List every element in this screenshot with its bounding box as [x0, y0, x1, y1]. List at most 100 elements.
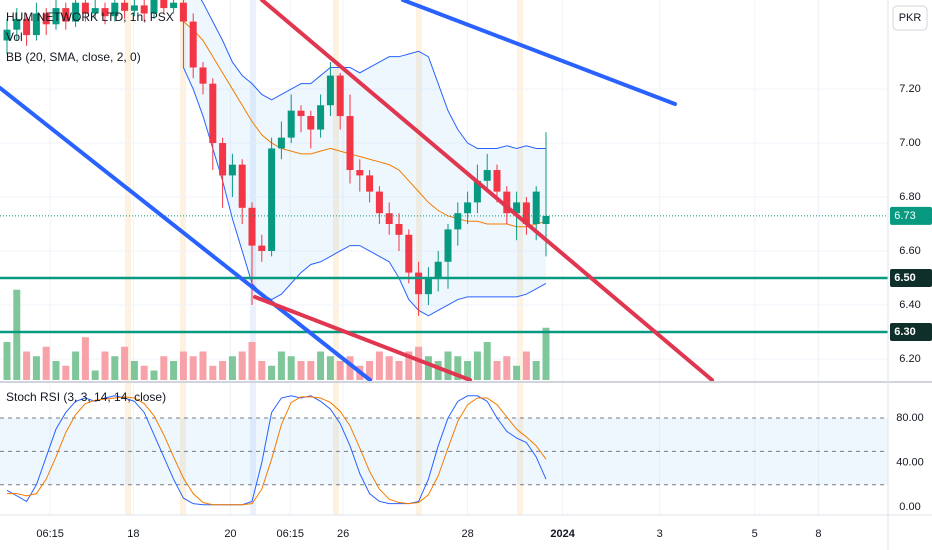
candle-body: [385, 213, 393, 225]
candle-body: [150, 0, 158, 14]
volume-bar: [503, 356, 511, 380]
session-stripes: [125, 0, 523, 515]
x-tick-label: 06:15: [36, 528, 64, 540]
stripe: [250, 0, 256, 515]
candle-body: [434, 261, 442, 278]
trend-line: [253, 295, 472, 382]
volume-bar: [483, 342, 491, 380]
candle-body: [346, 116, 354, 171]
y-tick-label: 6.40: [899, 299, 920, 311]
volume-bar: [42, 346, 50, 380]
volume-bar: [32, 356, 40, 380]
volume-bar: [189, 356, 197, 380]
volume-bar: [72, 351, 80, 380]
y-tick-label: 7.20: [899, 83, 920, 95]
candle-body: [160, 0, 168, 9]
bb-middle: [183, 21, 547, 228]
x-tick-label: 5: [752, 528, 758, 540]
volume-bar: [532, 361, 540, 380]
volume-bar: [346, 356, 354, 380]
candle-body: [336, 75, 344, 117]
x-tick-label: 8: [815, 528, 821, 540]
candle-body: [248, 207, 256, 246]
volume-bar: [13, 289, 21, 380]
candle-body: [121, 2, 129, 11]
volume-bar: [209, 365, 217, 380]
x-tick-label: 2024: [550, 528, 575, 540]
candle-body: [375, 191, 383, 214]
volume-bar: [317, 351, 325, 380]
level-label-box: [890, 322, 932, 341]
stoch-d: [7, 396, 547, 506]
bb-upper: [200, 0, 546, 149]
candle-body: [317, 105, 325, 130]
candle-body: [81, 2, 89, 14]
volume-bar: [326, 356, 334, 380]
stripe: [416, 0, 422, 515]
level-label-box: [890, 268, 932, 287]
candle-body: [101, 8, 109, 17]
volume-bar: [454, 356, 462, 380]
candle-body: [32, 13, 40, 36]
volume-bar: [150, 370, 158, 380]
currency-button[interactable]: [892, 5, 928, 31]
candle-body: [258, 245, 266, 251]
volume-bar: [277, 351, 285, 380]
volume-bar: [542, 327, 550, 380]
trend-line: [0, 86, 372, 382]
candle-body: [219, 143, 227, 176]
candle-body: [454, 213, 462, 230]
candle-body: [356, 170, 364, 176]
volume-bar: [81, 337, 89, 380]
candle-body: [130, 5, 138, 11]
candle-body: [277, 137, 285, 149]
candle-body: [503, 191, 511, 214]
last-price-label: 6.73: [894, 210, 915, 222]
volume-bar: [258, 361, 266, 380]
volume-bar: [199, 351, 207, 380]
volume-bar: [62, 365, 70, 380]
volume-bar: [179, 351, 187, 380]
volume-bar: [405, 351, 413, 380]
candle-body: [473, 180, 481, 203]
volume-bar: [287, 356, 295, 380]
currency[interactable]: PKR: [899, 12, 922, 24]
candle-body: [415, 272, 423, 295]
candle-body: [405, 234, 413, 273]
candle-body: [52, 8, 60, 25]
candle-body: [228, 164, 236, 176]
x-tick-label: 20: [224, 528, 236, 540]
candle-body: [268, 148, 276, 251]
candle-body: [444, 229, 452, 262]
candle-body: [297, 110, 305, 117]
volume-bar: [228, 356, 236, 380]
volume-bar: [307, 361, 315, 380]
candle-body: [72, 2, 80, 22]
candle-body: [91, 8, 99, 14]
volume-bar: [111, 356, 119, 380]
volume-bar: [395, 361, 403, 380]
candle-body: [3, 29, 11, 41]
volume-bar: [473, 351, 481, 380]
bb-label: BB (20, SMA, close, 2, 0): [6, 50, 141, 64]
volume-bar: [493, 361, 501, 380]
candle-body: [189, 21, 197, 68]
candle-body: [522, 202, 530, 225]
volume-bar: [336, 361, 344, 380]
candle-body: [464, 202, 472, 214]
stoch-label: Stoch RSI (3, 3, 14, 14, close): [6, 390, 166, 404]
x-tick-label: 18: [127, 528, 139, 540]
candle-body: [307, 116, 315, 130]
candle-body: [287, 110, 295, 138]
candle-body: [140, 5, 148, 14]
last-price-box: [890, 206, 932, 225]
volume-bar: [160, 356, 168, 380]
bb-lower: [182, 67, 547, 317]
candle-body: [209, 83, 217, 144]
candle-body: [13, 18, 21, 30]
candle-body: [513, 202, 521, 214]
volume-bar: [297, 361, 305, 380]
level-label: 6.30: [894, 326, 915, 338]
